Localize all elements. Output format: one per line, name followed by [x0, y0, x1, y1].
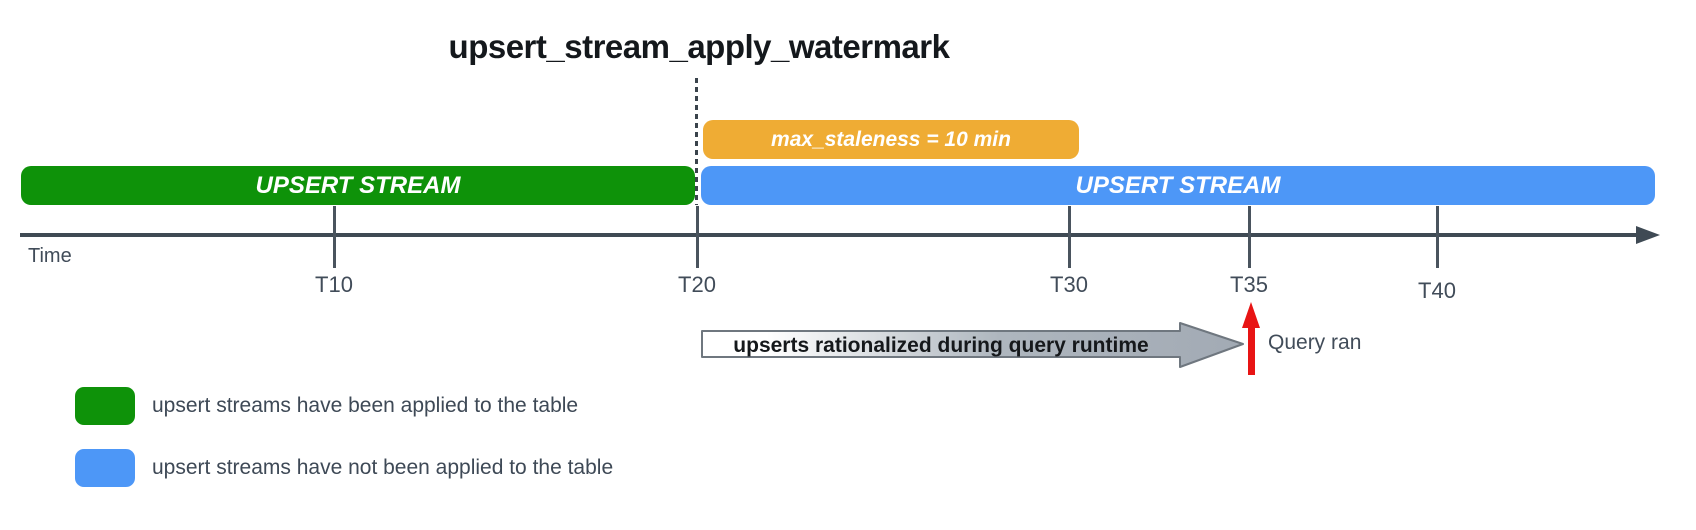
time-axis-label: Time — [28, 245, 72, 267]
tick-t10 — [333, 206, 336, 268]
time-axis-arrowhead-icon — [1636, 226, 1660, 244]
tick-t20 — [696, 206, 699, 268]
legend-item-not-applied: upsert streams have not been applied to … — [75, 449, 613, 487]
query-arrow-shaft — [1248, 327, 1255, 375]
tick-t40 — [1436, 206, 1439, 268]
legend-label-applied: upsert streams have been applied to the … — [152, 394, 579, 417]
tick-label-t20: T20 — [678, 272, 716, 297]
upsert-stream-applied-label: UPSERT STREAM — [255, 171, 461, 199]
legend-label-not-applied: upsert streams have not been applied to … — [152, 456, 614, 479]
legend-item-applied: upsert streams have been applied to the … — [75, 387, 578, 425]
upsert-stream-not-applied-bar: UPSERT STREAM — [701, 166, 1655, 205]
query-ran-label: Query ran — [1268, 331, 1362, 354]
upsert-stream-not-applied-label: UPSERT STREAM — [1075, 171, 1281, 199]
legend-swatch-blue — [75, 449, 135, 487]
tick-t30 — [1068, 206, 1071, 268]
query-arrow-head-icon — [1242, 302, 1260, 328]
max-staleness-bar: max_staleness = 10 min — [703, 120, 1079, 159]
upsert-stream-applied-bar: UPSERT STREAM — [21, 166, 695, 205]
max-staleness-label: max_staleness = 10 min — [771, 127, 1011, 151]
tick-label-t30: T30 — [1050, 272, 1088, 297]
legend-swatch-green — [75, 387, 135, 425]
runtime-arrow-icon — [701, 322, 1244, 368]
time-axis-line — [20, 233, 1638, 237]
diagram-title: upsert_stream_apply_watermark — [448, 28, 950, 65]
tick-label-t40: T40 — [1418, 278, 1456, 303]
watermark-dashed-line — [695, 78, 698, 205]
tick-label-t10: T10 — [315, 272, 353, 297]
runtime-arrow-label: upserts rationalized during query runtim… — [733, 334, 1149, 357]
tick-label-t35: T35 — [1230, 272, 1268, 297]
tick-t35 — [1248, 206, 1251, 268]
